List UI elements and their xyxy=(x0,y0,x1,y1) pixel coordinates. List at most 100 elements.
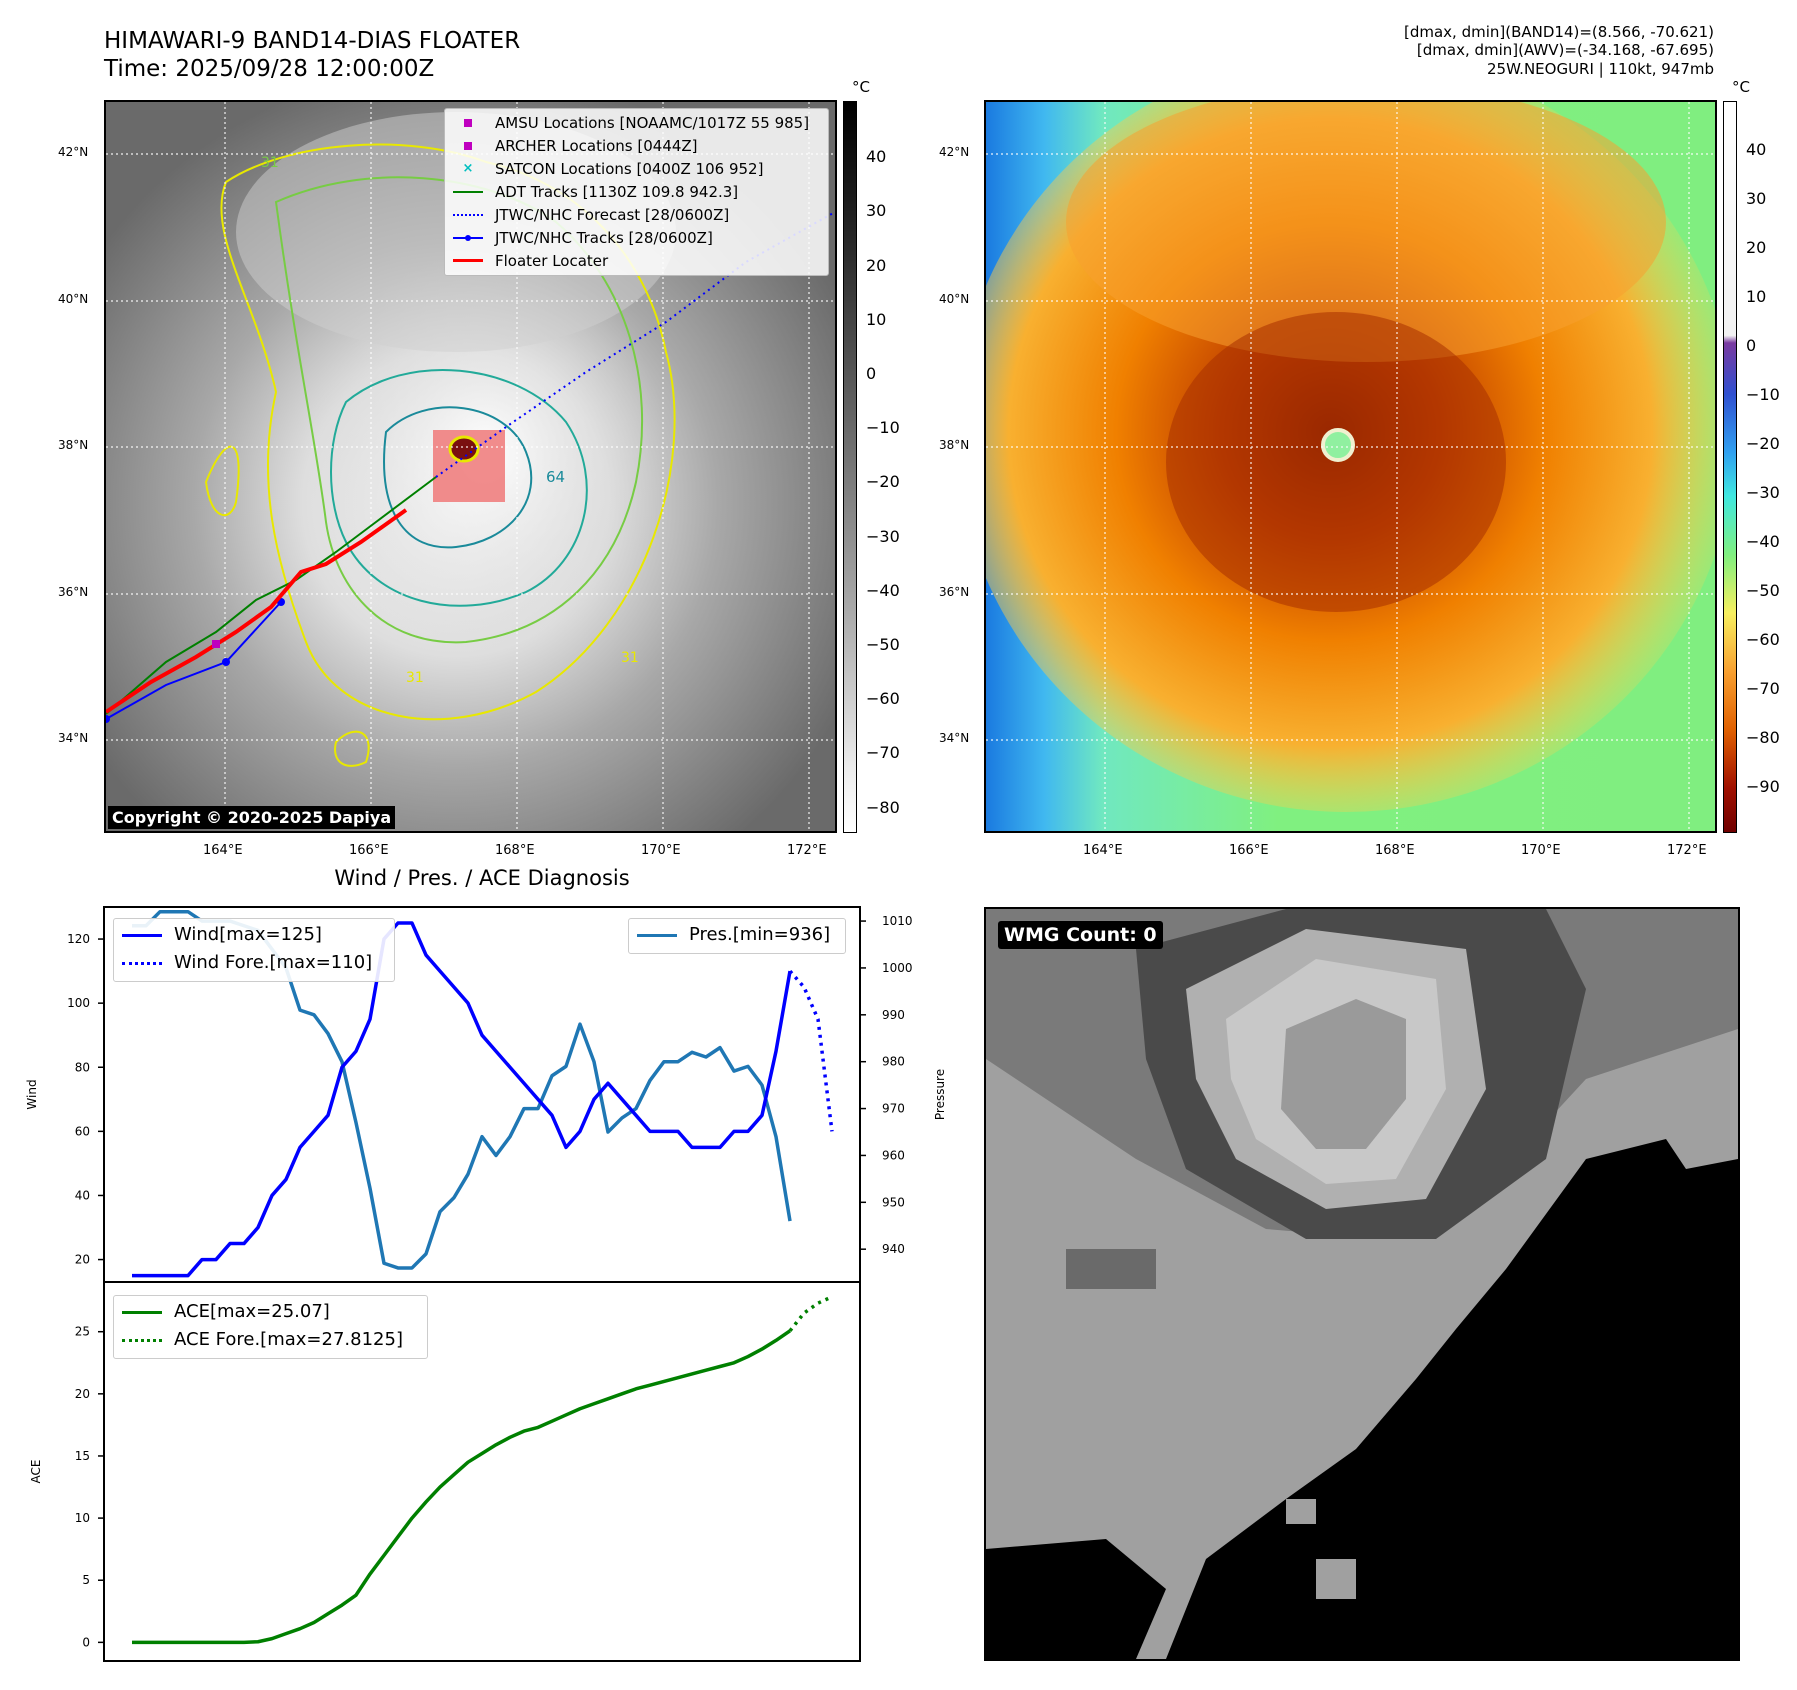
copyright-label: Copyright © 2020-2025 Dapiya xyxy=(108,806,396,829)
wind-axis-label: Wind xyxy=(25,1079,39,1109)
lat-label: 36°N xyxy=(58,585,89,599)
lon-label: 170°E xyxy=(1521,843,1561,858)
ir-colorbar-unit: °C xyxy=(852,78,870,96)
wv-colorbar-tick: 30 xyxy=(1746,189,1767,208)
legend-wind-forecast: Wind Fore.[max=110] xyxy=(122,952,372,974)
legend-ace: ACE[max=25.07] xyxy=(122,1301,330,1323)
wv-colorbar-tick: 40 xyxy=(1746,140,1767,159)
lat-label: 38°N xyxy=(58,438,89,452)
lon-label: 166°E xyxy=(349,843,389,858)
lon-label: 168°E xyxy=(1375,843,1415,858)
wv-map-image xyxy=(986,102,1715,831)
lon-label: 172°E xyxy=(787,843,827,858)
info-awv-range: [dmax, dmin](AWV)=(-34.168, -67.695) xyxy=(1416,41,1714,59)
pressure-tick-label: 980 xyxy=(882,1055,905,1069)
wv-colorbar-tick: −60 xyxy=(1746,630,1780,649)
pressure-tick-label: 1010 xyxy=(882,914,913,928)
pressure-axis-label: Pressure xyxy=(933,1069,947,1120)
lat-label: 40°N xyxy=(58,292,89,306)
lon-label: 164°E xyxy=(1083,843,1123,858)
lon-label: 170°E xyxy=(641,843,681,858)
pressure-tick-label: 940 xyxy=(882,1242,905,1256)
wv-colorbar-tick: −80 xyxy=(1746,728,1780,747)
pressure-tick-label: 960 xyxy=(882,1148,905,1162)
wind-tick-label: 80 xyxy=(75,1060,90,1074)
lat-label: 42°N xyxy=(58,145,89,159)
legend-item-archer: ARCHER Locations [0444Z] xyxy=(453,137,698,155)
legend-item-floater: Floater Locater xyxy=(453,252,608,270)
wv-colorbar-tick: −90 xyxy=(1746,777,1780,796)
contour-label: 31 xyxy=(406,670,424,686)
ir-colorbar xyxy=(843,101,857,833)
pressure-tick-label: 950 xyxy=(882,1195,905,1209)
legend-item-satcon: × SATCON Locations [0400Z 106 952] xyxy=(462,160,764,178)
pressure-tick-label: 970 xyxy=(882,1102,905,1116)
ir-colorbar-tick: −70 xyxy=(866,743,900,762)
ir-colorbar-tick: −40 xyxy=(866,581,900,600)
ace-tick-label: 10 xyxy=(75,1511,90,1525)
legend-item-adt: ADT Tracks [1130Z 109.8 942.3] xyxy=(453,183,738,201)
pressure-tick-label: 1000 xyxy=(882,961,913,975)
wv-colorbar-unit: °C xyxy=(1732,78,1750,96)
wind-tick-label: 60 xyxy=(75,1124,90,1138)
lon-label: 164°E xyxy=(203,843,243,858)
ir-colorbar-tick: −80 xyxy=(866,798,900,817)
ir-colorbar-tick: −10 xyxy=(866,418,900,437)
lat-label: 36°N xyxy=(939,585,970,599)
wv-colorbar-tick: 10 xyxy=(1746,287,1767,306)
ace-legend: ACE[max=25.07] ACE Fore.[max=27.8125] xyxy=(113,1295,428,1359)
contour-label: 31 xyxy=(261,155,279,171)
lon-label: 172°E xyxy=(1667,843,1707,858)
lon-label: 168°E xyxy=(495,843,535,858)
diagnosis-title: Wind / Pres. / ACE Diagnosis xyxy=(334,866,630,890)
lat-label: 34°N xyxy=(58,731,89,745)
wind-tick-label: 100 xyxy=(67,996,90,1010)
info-band14-range: [dmax, dmin](BAND14)=(8.566, -70.621) xyxy=(1403,23,1714,41)
figure-title: HIMAWARI-9 BAND14-DIAS FLOATER xyxy=(104,28,521,54)
wind-line xyxy=(132,921,792,1278)
ir-colorbar-tick: −50 xyxy=(866,635,900,654)
ir-colorbar-tick: 20 xyxy=(866,256,887,275)
wv-colorbar-tick: −40 xyxy=(1746,532,1780,551)
ace-tick-label: 25 xyxy=(75,1325,90,1339)
lon-label: 166°E xyxy=(1229,843,1269,858)
wind-tick-label: 40 xyxy=(75,1188,90,1202)
legend-item-amsu: AMSU Locations [NOAAMC/1017Z 55 985] xyxy=(453,114,809,132)
ace-panel-frame xyxy=(103,1281,861,1662)
wv-colorbar-tick: 0 xyxy=(1746,336,1757,355)
wmg-count-badge: WMG Count: 0 xyxy=(998,921,1163,949)
legend-pressure: Pres.[min=936] xyxy=(637,924,830,946)
ir-colorbar-tick: 0 xyxy=(866,364,877,383)
contour-label: 31 xyxy=(621,650,639,666)
ace-tick-label: 15 xyxy=(75,1449,90,1463)
ace-forecast-line xyxy=(788,1295,833,1332)
pressure-tick-label: 990 xyxy=(882,1008,905,1022)
ir-colorbar-tick: −60 xyxy=(866,689,900,708)
wind-forecast-line xyxy=(788,969,834,1132)
contour-label: 64 xyxy=(546,468,565,486)
wmg-panel: WMG Count: 0 xyxy=(984,907,1740,1661)
ace-line xyxy=(132,1329,791,1645)
ir-colorbar-tick: −30 xyxy=(866,527,900,546)
map-legend: AMSU Locations [NOAAMC/1017Z 55 985] ARC… xyxy=(444,108,829,276)
wv-map-panel xyxy=(984,100,1717,833)
legend-ace-forecast: ACE Fore.[max=27.8125] xyxy=(122,1329,403,1351)
wv-colorbar xyxy=(1723,101,1737,833)
wind-legend: Wind[max=125] Wind Fore.[max=110] xyxy=(113,918,395,982)
lat-label: 34°N xyxy=(939,731,970,745)
ir-colorbar-tick: 30 xyxy=(866,201,887,220)
wv-colorbar-tick: 20 xyxy=(1746,238,1767,257)
legend-item-jtwc-tracks: JTWC/NHC Tracks [28/0600Z] xyxy=(453,229,713,247)
wmg-image xyxy=(986,909,1738,1659)
wv-colorbar-tick: −30 xyxy=(1746,483,1780,502)
ir-colorbar-tick: −20 xyxy=(866,472,900,491)
ace-tick-label: 0 xyxy=(82,1635,90,1649)
pressure-legend: Pres.[min=936] xyxy=(628,918,846,954)
ace-tick-label: 5 xyxy=(82,1573,90,1587)
legend-wind: Wind[max=125] xyxy=(122,924,322,946)
wind-tick-label: 120 xyxy=(67,932,90,946)
ace-tick-label: 20 xyxy=(75,1387,90,1401)
legend-item-jtwc-forecast: JTWC/NHC Forecast [28/0600Z] xyxy=(453,206,729,224)
wv-colorbar-tick: −70 xyxy=(1746,679,1780,698)
ir-map-panel: 31 64 31 31 AMSU Locations [NOAAMC/1017Z… xyxy=(104,100,837,833)
